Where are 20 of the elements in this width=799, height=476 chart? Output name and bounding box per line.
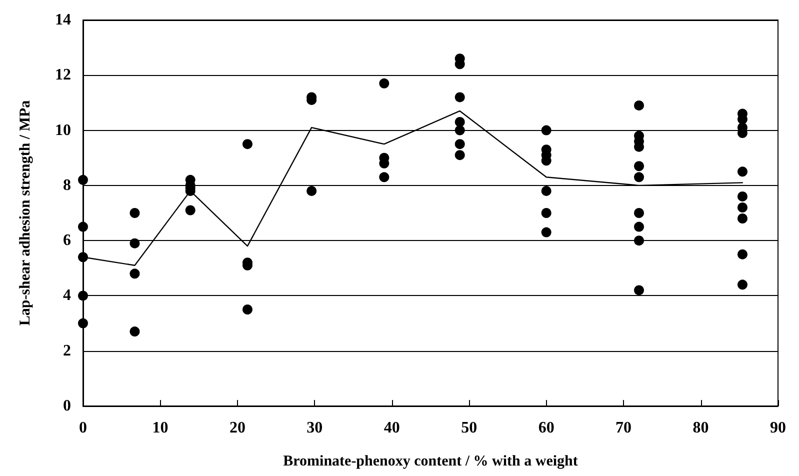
x-tick-label: 20 <box>229 420 246 436</box>
y-tick-label: 10 <box>55 122 71 139</box>
y-tick-label: 2 <box>63 342 71 360</box>
y-tick-label: 14 <box>55 12 71 28</box>
x-tick-label: 10 <box>152 420 168 436</box>
y-tick-label: 6 <box>63 232 71 250</box>
y-tick-label: 8 <box>63 176 71 194</box>
x-tick-label: 30 <box>306 420 323 436</box>
y-tick-label: 0 <box>63 398 71 414</box>
x-tick-label: 0 <box>79 420 87 436</box>
x-tick-label: 50 <box>461 420 478 436</box>
x-axis-title: Brominate-phenoxy content / % with a weight <box>283 454 578 470</box>
x-tick-label: 40 <box>384 420 400 436</box>
x-tick-label: 60 <box>538 420 554 436</box>
x-tick-label: 80 <box>692 420 709 436</box>
x-tick-label: 70 <box>616 420 632 436</box>
x-tick-label: 90 <box>770 420 786 436</box>
y-axis-title: Lap-shear adhesion strength / MPa <box>18 100 34 326</box>
y-tick-label: 4 <box>63 287 71 304</box>
y-tick-label: 12 <box>55 66 71 84</box>
